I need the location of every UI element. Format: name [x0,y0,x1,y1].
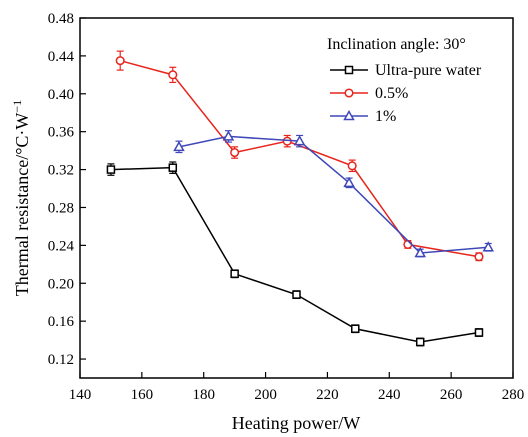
legend: Inclination angle: 30° Ultra-pure water 0… [327,36,482,125]
y-tick-label: 0.28 [48,200,74,216]
data-point [168,163,178,172]
data-point [292,290,301,299]
data-point [474,252,484,262]
series-layer [106,50,495,347]
x-tick-label: 160 [131,387,154,403]
data-point [482,241,495,252]
legend-marker [343,109,355,121]
y-axis-title-main: Thermal resistance/°C·W [12,113,32,297]
series-0-5- [115,50,484,262]
series-1- [173,130,495,258]
plot-frame [79,17,514,379]
legend-title: Inclination angle: 30° [327,36,466,53]
series-line [120,59,480,258]
y-tick-label: 0.32 [48,163,74,179]
x-tick-label: 260 [440,387,463,403]
x-tick-label: 200 [254,387,277,403]
ticks: 140 160 180 200 220 240 260 280 0.12 0.16 0.20 0.24… [48,11,525,403]
legend-item: Ultra-pure water [330,62,482,79]
x-tick-label: 220 [316,387,339,403]
data-point [173,140,185,152]
legend-marker [344,88,354,98]
y-tick-label: 0.16 [48,314,75,330]
x-tick-label: 240 [378,387,401,403]
legend-marker [344,65,354,75]
legend-label: Ultra-pure water [375,62,482,79]
y-tick-label: 0.24 [48,238,75,254]
data-point [115,56,125,66]
legend-items: Ultra-pure water 0.5% 1% [330,62,482,125]
series-ultra-pure-water [106,161,484,347]
legend-label: 1% [375,108,396,125]
y-tick-label: 0.48 [48,11,74,27]
legend-item: 0.5% [330,85,408,102]
y-tick-label: 0.44 [48,49,75,65]
legend-item: 1% [330,108,396,125]
legend-label: 0.5% [375,85,408,102]
data-point [293,135,306,146]
data-point [347,161,357,171]
x-axis-title: Heating power/W [232,413,360,433]
data-point [414,246,426,258]
data-point [415,337,425,347]
data-point [230,147,240,158]
data-point [351,324,360,333]
series-line [178,135,489,254]
y-tick-label: 0.20 [48,276,74,292]
data-point [474,328,484,337]
y-axis-title-sup: −1 [10,100,24,113]
data-point [222,130,235,141]
y-tick-label: 0.12 [48,352,74,368]
x-tick-label: 140 [69,387,92,403]
y-tick-label: 0.36 [48,125,75,141]
y-axis-title: Thermal resistance/°C·W−1 [10,100,32,296]
y-tick-label: 0.40 [48,87,74,103]
data-point [106,165,116,174]
data-point [343,176,355,188]
data-point [168,70,178,80]
data-point [230,269,239,279]
x-tick-label: 280 [502,387,525,403]
x-tick-label: 180 [192,387,215,403]
